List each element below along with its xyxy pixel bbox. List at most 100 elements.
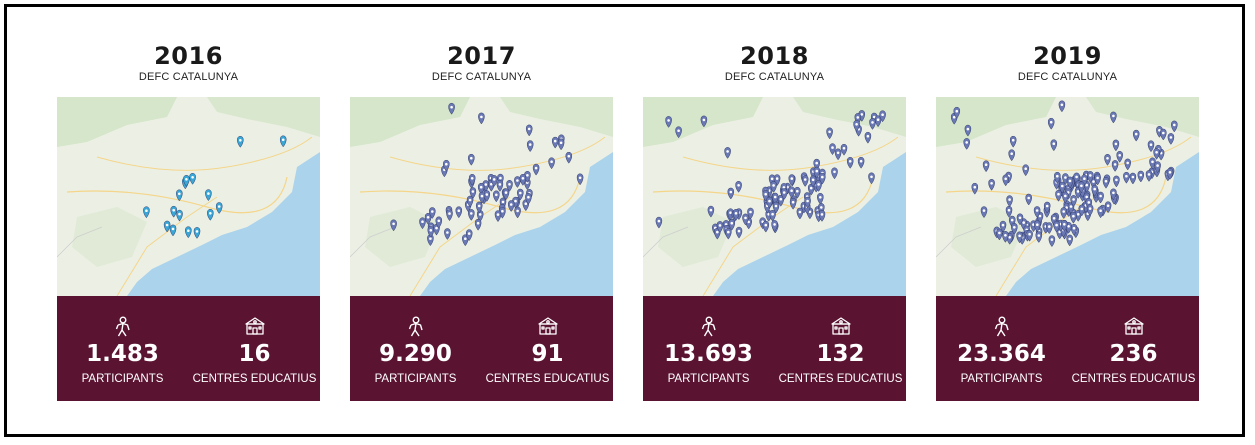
map-pin-icon[interactable]	[963, 138, 970, 150]
map-pin-icon[interactable]	[1050, 139, 1058, 152]
map-pin-icon[interactable]	[1066, 234, 1073, 247]
map-pin-icon[interactable]	[466, 195, 474, 208]
map-pin-icon[interactable]	[517, 188, 524, 201]
map-pin-icon[interactable]	[655, 216, 663, 229]
map-pin-icon[interactable]	[770, 181, 777, 193]
map-pin-icon[interactable]	[1147, 140, 1155, 153]
map-pin-icon[interactable]	[1058, 100, 1066, 113]
map-pin-icon[interactable]	[143, 206, 150, 219]
map-pin-icon[interactable]	[1116, 151, 1123, 163]
map-pin-icon[interactable]	[1160, 128, 1167, 141]
map-pin-icon[interactable]	[1006, 195, 1013, 208]
map-pin-icon[interactable]	[483, 190, 491, 202]
map-pin-icon[interactable]	[826, 127, 833, 140]
map-pin-icon[interactable]	[853, 120, 860, 132]
map-pin-icon[interactable]	[868, 172, 875, 185]
map-pin-icon[interactable]	[1087, 171, 1094, 183]
map-pin-icon[interactable]	[1154, 161, 1161, 174]
map-pin-icon[interactable]	[813, 166, 821, 179]
map-pin-icon[interactable]	[468, 153, 475, 166]
map-pin-icon[interactable]	[794, 186, 801, 199]
map-pin-icon[interactable]	[170, 205, 177, 218]
map-pin-icon[interactable]	[163, 220, 171, 233]
map-pin-icon[interactable]	[815, 180, 822, 192]
map-pin-icon[interactable]	[818, 210, 826, 222]
map-pin-icon[interactable]	[496, 180, 504, 192]
map-pin-icon[interactable]	[1016, 213, 1024, 226]
map-pin-icon[interactable]	[424, 213, 432, 225]
map-pin-icon[interactable]	[788, 186, 795, 199]
map-pin-icon[interactable]	[1137, 170, 1145, 183]
map-pin-icon[interactable]	[1102, 176, 1110, 189]
map-pin-icon[interactable]	[1145, 170, 1153, 182]
map-pin-icon[interactable]	[1153, 148, 1160, 160]
map-pin-icon[interactable]	[185, 226, 192, 239]
map-pin-icon[interactable]	[446, 209, 453, 222]
map-pin-icon[interactable]	[1025, 193, 1032, 206]
map-pin-icon[interactable]	[526, 140, 534, 153]
map-pin-icon[interactable]	[557, 138, 565, 151]
map-pin-icon[interactable]	[1129, 172, 1137, 185]
map-pin-icon[interactable]	[1112, 139, 1120, 152]
map-pin-icon[interactable]	[465, 229, 473, 242]
map-pin-icon[interactable]	[772, 201, 780, 214]
map-pin-icon[interactable]	[1060, 207, 1067, 219]
map-pin-icon[interactable]	[478, 191, 486, 204]
map-pin-icon[interactable]	[1166, 168, 1174, 180]
map-pin-icon[interactable]	[953, 106, 961, 119]
map-pin-icon[interactable]	[971, 182, 979, 195]
map-pin-icon[interactable]	[1167, 133, 1175, 145]
map-pin-icon[interactable]	[727, 187, 735, 200]
map-catalonia[interactable]	[643, 97, 906, 296]
map-pin-icon[interactable]	[1091, 184, 1098, 197]
map-pin-icon[interactable]	[804, 196, 811, 209]
map-pin-icon[interactable]	[427, 226, 435, 238]
map-pin-icon[interactable]	[435, 216, 443, 229]
map-pin-icon[interactable]	[964, 124, 972, 137]
map-pin-icon[interactable]	[1066, 176, 1074, 189]
map-pin-icon[interactable]	[1054, 171, 1061, 184]
map-pin-icon[interactable]	[675, 126, 682, 139]
map-pin-icon[interactable]	[1046, 222, 1053, 235]
map-pin-icon[interactable]	[429, 207, 436, 219]
map-pin-icon[interactable]	[771, 192, 779, 205]
map-pin-icon[interactable]	[506, 180, 513, 192]
map-pin-icon[interactable]	[789, 197, 797, 210]
map-pin-icon[interactable]	[1026, 229, 1033, 242]
map-pin-icon[interactable]	[829, 143, 836, 156]
map-pin-icon[interactable]	[809, 175, 817, 188]
map-pin-icon[interactable]	[879, 110, 886, 123]
map-pin-icon[interactable]	[1104, 201, 1112, 214]
map-pin-icon[interactable]	[468, 209, 475, 221]
map-pin-icon[interactable]	[1022, 164, 1029, 177]
map-pin-icon[interactable]	[1111, 160, 1119, 172]
map-pin-icon[interactable]	[507, 200, 515, 212]
map-pin-icon[interactable]	[1123, 171, 1130, 184]
map-pin-icon[interactable]	[1097, 206, 1104, 219]
map-pin-icon[interactable]	[1113, 175, 1120, 188]
map-pin-icon[interactable]	[1086, 204, 1094, 217]
map-pin-icon[interactable]	[1110, 111, 1117, 124]
map-pin-icon[interactable]	[801, 175, 809, 187]
map-pin-icon[interactable]	[443, 159, 450, 172]
map-pin-icon[interactable]	[1171, 120, 1178, 133]
map-pin-icon[interactable]	[996, 228, 1003, 241]
map-pin-icon[interactable]	[189, 173, 196, 185]
map-pin-icon[interactable]	[548, 157, 555, 170]
map-pin-icon[interactable]	[514, 176, 521, 188]
map-pin-icon[interactable]	[665, 116, 672, 128]
map-pin-icon[interactable]	[700, 115, 708, 128]
map-pin-icon[interactable]	[493, 190, 500, 203]
map-pin-icon[interactable]	[176, 189, 183, 202]
map-pin-icon[interactable]	[205, 189, 212, 202]
map-pin-icon[interactable]	[742, 213, 749, 226]
map-pin-icon[interactable]	[1078, 181, 1085, 194]
map-pin-icon[interactable]	[1104, 154, 1111, 166]
map-pin-icon[interactable]	[728, 218, 736, 231]
map-pin-icon[interactable]	[1002, 231, 1009, 243]
map-pin-icon[interactable]	[448, 102, 455, 115]
map-pin-icon[interactable]	[874, 115, 882, 128]
map-pin-icon[interactable]	[716, 221, 724, 233]
map-pin-icon[interactable]	[834, 148, 842, 161]
map-pin-icon[interactable]	[747, 207, 754, 220]
